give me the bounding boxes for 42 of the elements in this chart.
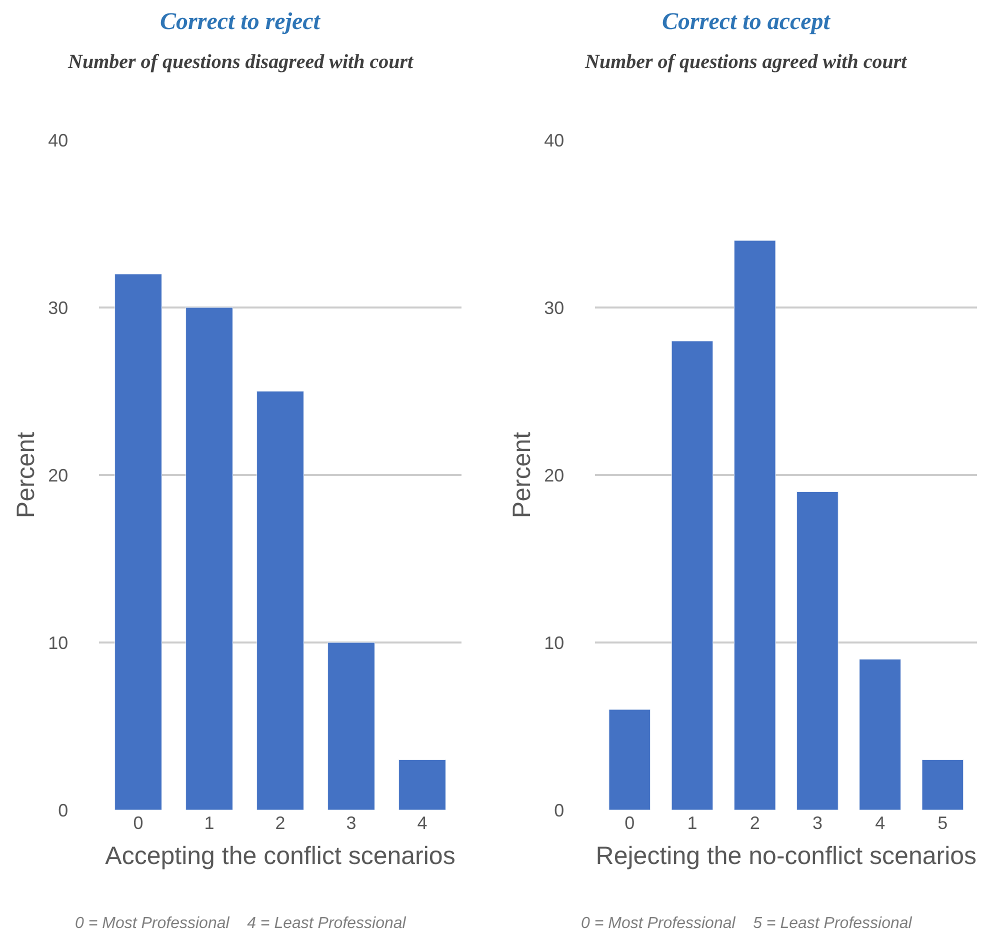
bar — [859, 659, 901, 810]
bar — [114, 274, 162, 810]
bar — [398, 760, 446, 810]
chart-title: Correct to reject — [160, 9, 322, 35]
y-tick-label: 20 — [544, 465, 564, 486]
bar — [671, 340, 714, 810]
bar — [328, 642, 375, 810]
y-tick-label: 30 — [544, 298, 564, 318]
y-tick-label: 20 — [48, 465, 68, 486]
y-axis-title: Percent — [508, 432, 536, 518]
x-tick-label: 0 — [133, 813, 144, 833]
x-tick-label: 3 — [812, 813, 822, 833]
x-tick-label: 4 — [875, 813, 886, 833]
x-tick-label: 2 — [750, 813, 760, 833]
x-axis-title: Accepting the conflict scenarios — [105, 842, 456, 870]
x-tick-label: 1 — [687, 813, 698, 833]
y-axis-title: Percent — [12, 432, 40, 518]
x-tick-label: 1 — [204, 813, 214, 833]
text: 0 = Most Professional 5 = Least Professional — [581, 915, 912, 932]
y-tick-label: 40 — [48, 130, 68, 150]
x-tick-label: 2 — [275, 813, 286, 833]
chart-subtitle: Number of questions agreed with court — [584, 51, 908, 73]
bar — [796, 492, 838, 810]
y-tick-label: 10 — [48, 632, 68, 653]
bar — [608, 709, 651, 810]
x-tick-label: 0 — [624, 813, 635, 833]
x-tick-label: 4 — [417, 813, 428, 833]
chart-title: Correct to accept — [662, 9, 832, 35]
x-axis-title: Rejecting the no-conflict scenarios — [596, 842, 977, 870]
y-tick-label: 30 — [48, 298, 68, 318]
y-tick-label: 10 — [544, 632, 564, 653]
x-tick-label: 5 — [938, 813, 948, 833]
bar — [256, 391, 304, 810]
text: 0 = Most Professional 4 = Least Professional — [75, 915, 406, 932]
y-tick-label: 0 — [58, 800, 68, 820]
bar — [734, 240, 776, 810]
bar — [186, 307, 233, 810]
chart-subtitle: Number of questions disagreed with court — [67, 51, 414, 73]
y-tick-label: 40 — [544, 130, 564, 150]
bar — [922, 760, 964, 810]
y-tick-label: 0 — [554, 800, 564, 820]
x-tick-label: 3 — [346, 813, 356, 833]
